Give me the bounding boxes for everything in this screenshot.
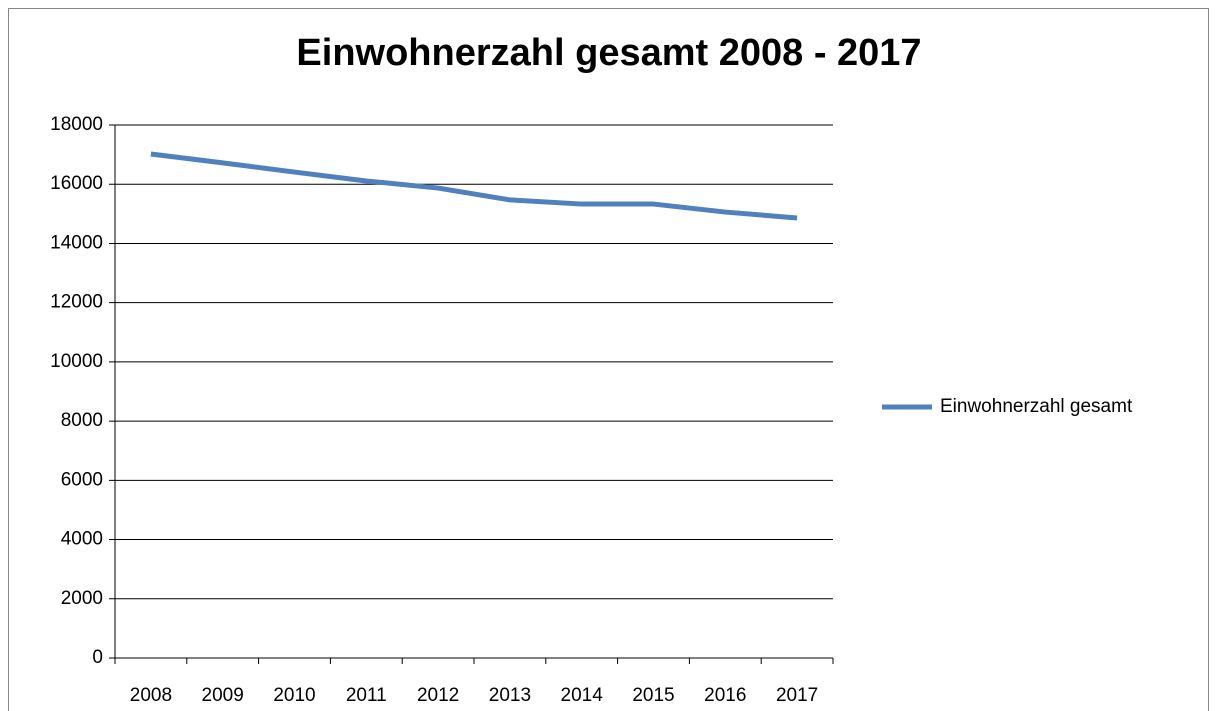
x-tick-label: 2015 [632, 685, 674, 706]
y-tick-label: 12000 [50, 292, 103, 313]
x-tick-label: 2011 [346, 685, 387, 706]
x-tick-label: 2017 [776, 685, 818, 706]
chart-border [8, 8, 1209, 711]
x-tick-label: 2012 [417, 685, 459, 706]
x-tick-label: 2014 [561, 685, 604, 706]
data-line [150, 151, 798, 221]
y-tick-label: 10000 [50, 351, 103, 372]
x-tick-label: 2010 [273, 685, 315, 706]
y-tick-label: 18000 [50, 114, 103, 135]
y-tick-label: 16000 [50, 173, 103, 194]
x-tick-label: 2013 [489, 685, 531, 706]
chart-title: Einwohnerzahl gesamt 2008 - 2017 [296, 32, 921, 74]
x-tick-label: 2009 [202, 685, 244, 706]
y-tick-label: 4000 [61, 529, 103, 550]
x-tick-label: 2008 [130, 685, 172, 706]
y-tick-label: 0 [92, 647, 103, 668]
y-tick-label: 14000 [50, 232, 103, 253]
x-tick-label: 2016 [704, 685, 746, 706]
y-tick-label: 8000 [61, 410, 103, 431]
y-tick-label: 6000 [61, 469, 103, 490]
y-tick-label: 2000 [61, 588, 103, 609]
legend-label: Einwohnerzahl gesamt [940, 396, 1133, 417]
